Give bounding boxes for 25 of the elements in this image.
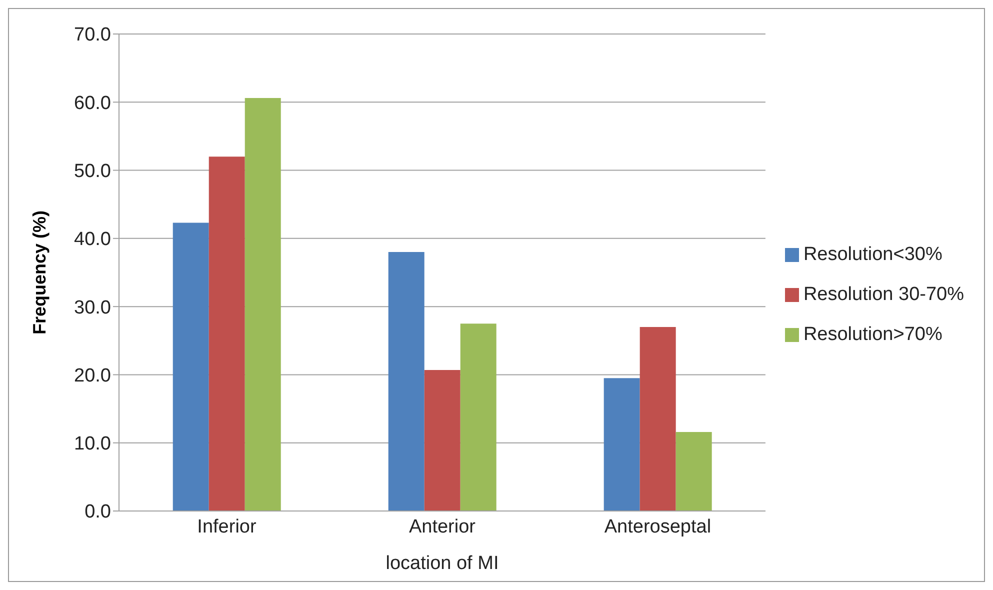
y-tick-label: 50.0 — [74, 161, 111, 182]
bar — [424, 370, 460, 511]
y-tick-label: 10.0 — [74, 434, 111, 455]
bar — [460, 324, 496, 511]
bar — [604, 378, 640, 511]
x-tick-label: Inferior — [197, 516, 257, 538]
legend-label: Resolution>70% — [803, 324, 942, 345]
legend-label: Resolution<30% — [803, 244, 942, 265]
y-tick-label: 30.0 — [74, 297, 111, 318]
bar — [676, 432, 712, 511]
legend-label: Resolution 30-70% — [803, 284, 964, 305]
y-tick-label: 0.0 — [84, 502, 111, 523]
bar — [640, 327, 676, 511]
y-tick-label: 40.0 — [74, 229, 111, 250]
x-tick-label: Anteroseptal — [604, 516, 712, 538]
x-axis-title: location of MI — [386, 553, 499, 574]
bar — [388, 252, 424, 511]
y-tick-label: 60.0 — [74, 92, 111, 114]
bar — [172, 222, 209, 511]
bar — [208, 156, 245, 511]
y-tick-label: 70.0 — [74, 24, 111, 46]
y-axis-title: Frequency (%) — [29, 210, 50, 335]
x-tick-label: Anterior — [408, 516, 476, 538]
y-tick-label: 20.0 — [74, 365, 111, 386]
bar — [244, 98, 281, 511]
